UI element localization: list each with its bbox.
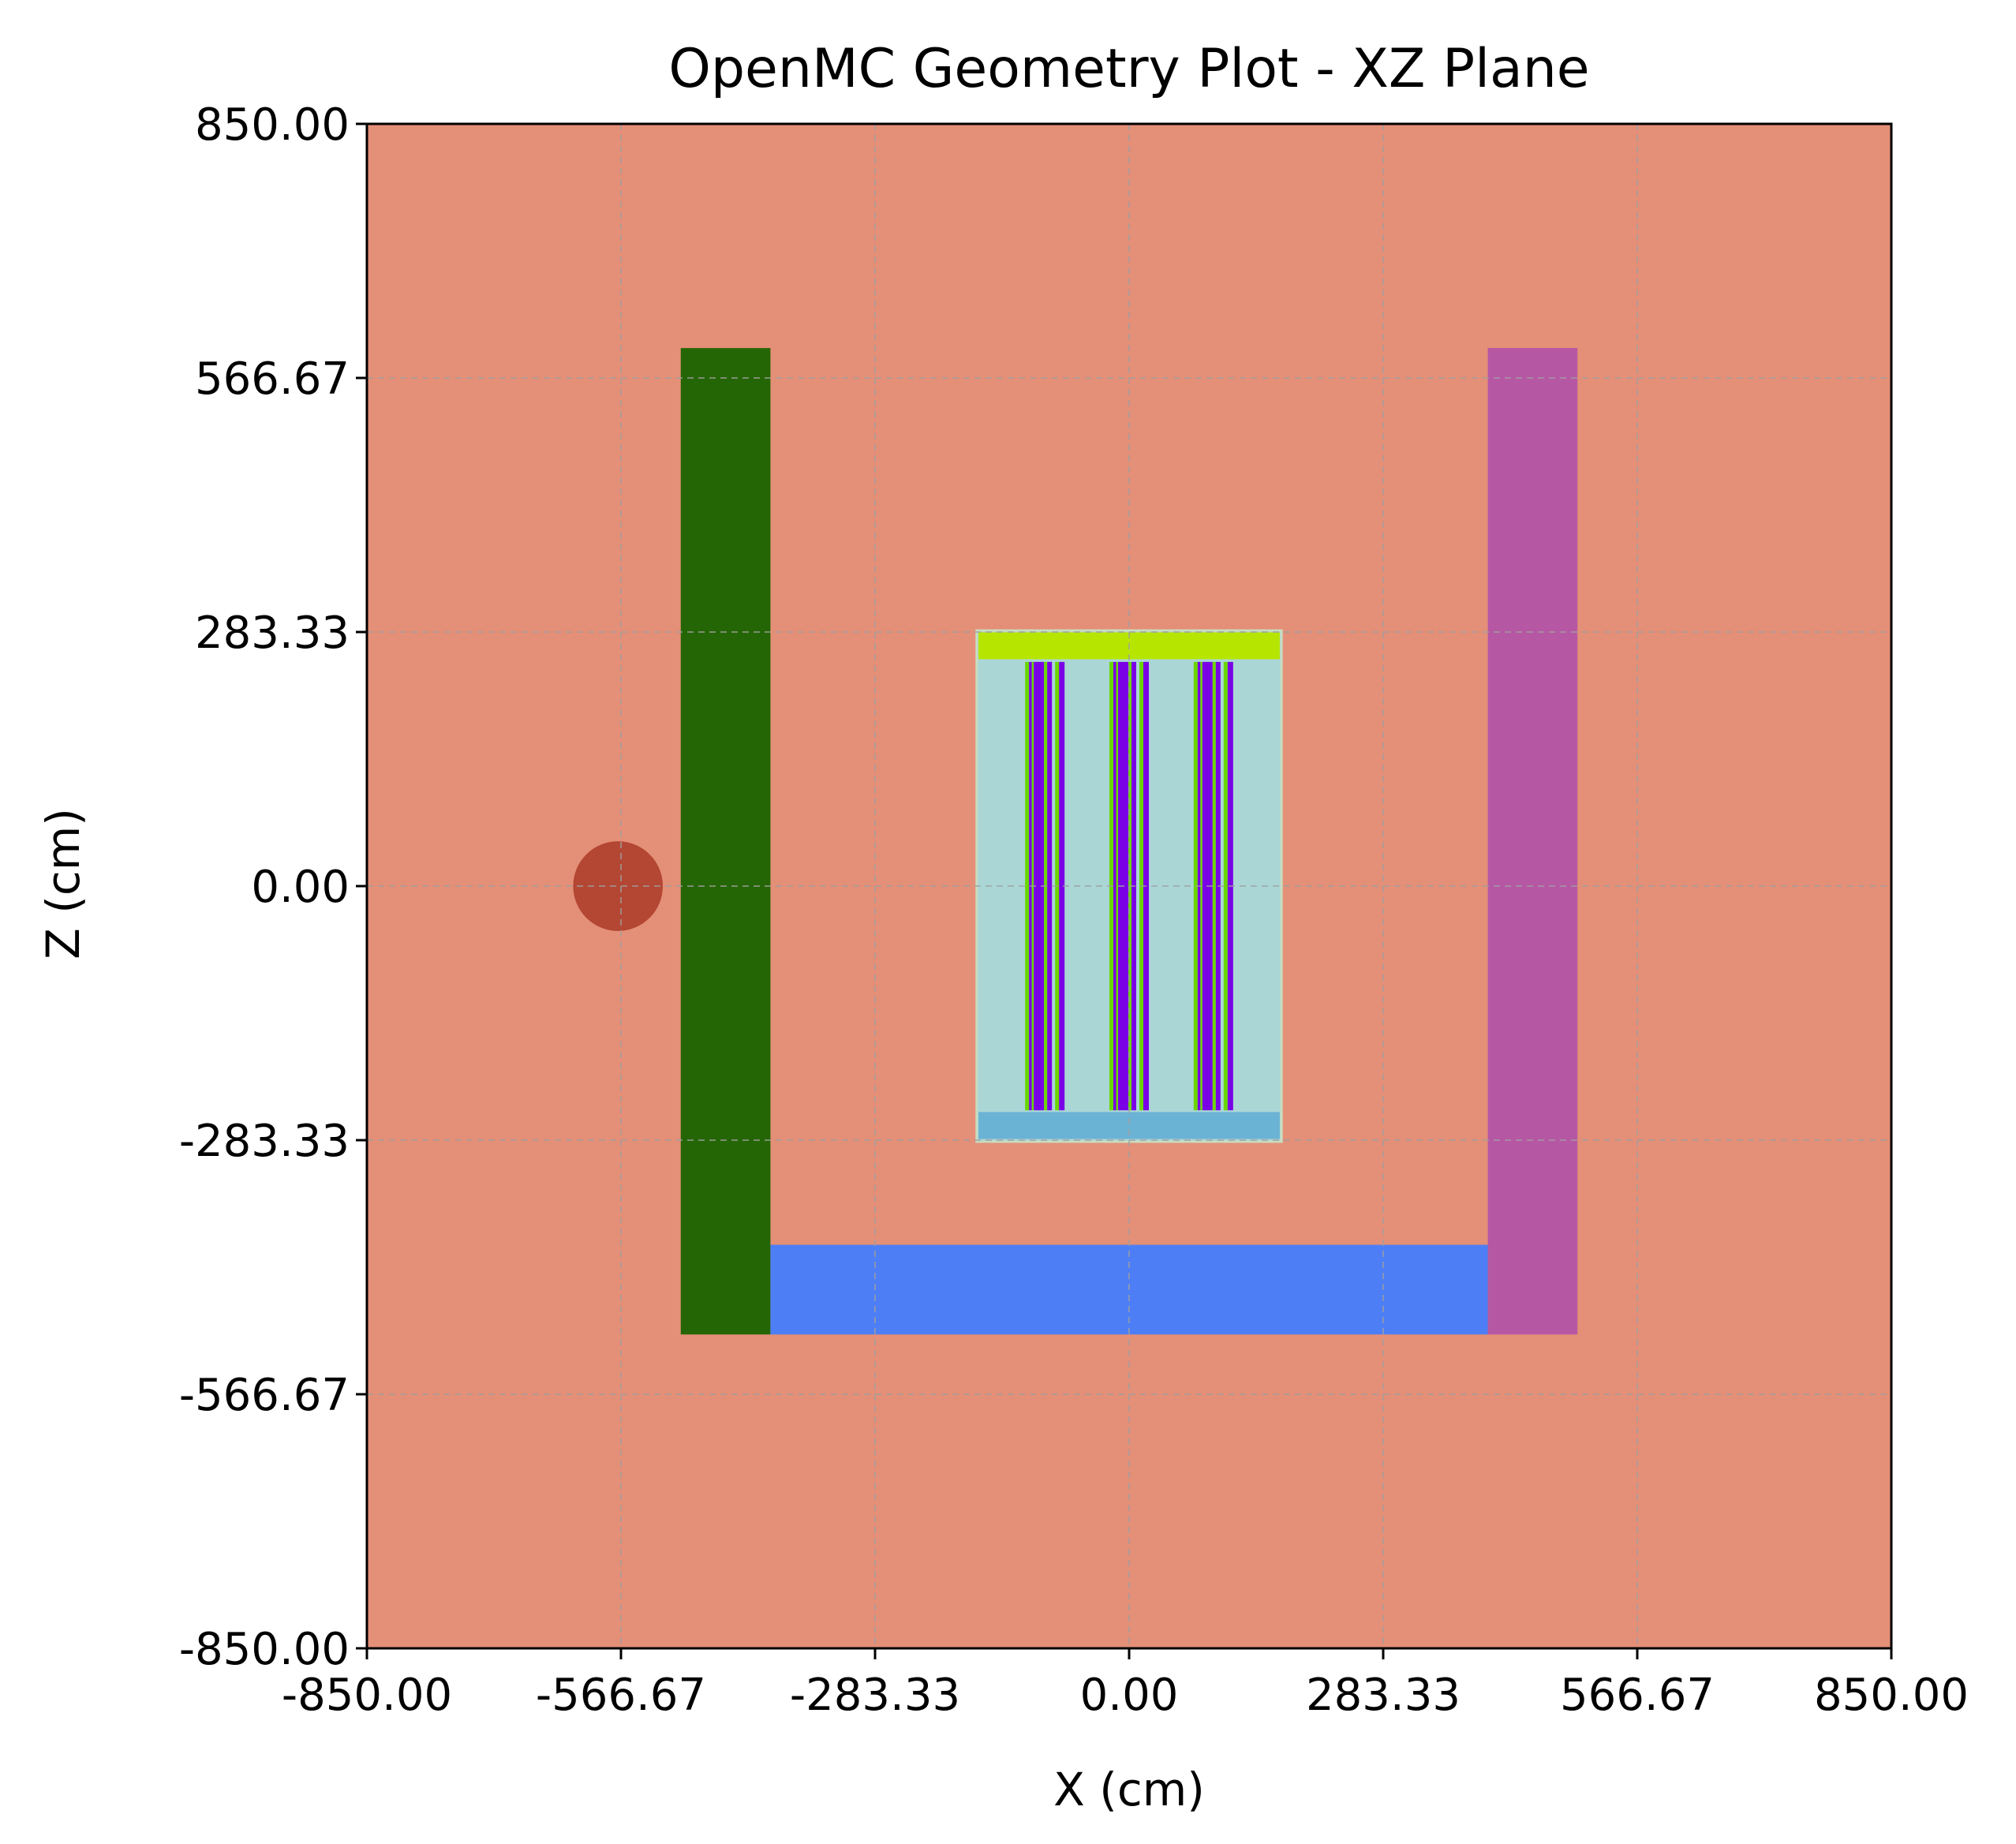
y-tick-label: -566.67 [179, 1370, 350, 1421]
x-axis-ticks: -850.00 -566.67 -283.33 0.00 283.33 566.67 850… [282, 1648, 1969, 1721]
left-wall [680, 348, 771, 1335]
x-tick-label: -283.33 [790, 1670, 960, 1721]
y-tick-label: -850.00 [179, 1624, 350, 1675]
x-tick-label: 283.33 [1306, 1670, 1461, 1721]
y-tick-label: 0.00 [251, 862, 350, 913]
cladding-stripe [1116, 661, 1118, 1111]
cladding-stripe [1223, 661, 1228, 1111]
plot-area [365, 122, 1893, 1650]
chart-title: OpenMC Geometry Plot - XZ Plane [668, 38, 1589, 100]
x-axis-label: X (cm) [1053, 1763, 1205, 1816]
right-wall [1487, 348, 1578, 1335]
x-tick-label: 850.00 [1814, 1670, 1969, 1721]
y-tick-label: -283.33 [179, 1116, 350, 1167]
fuel-stripe [1059, 661, 1065, 1111]
grid-lines [367, 124, 1891, 1648]
x-tick-label: -566.67 [536, 1670, 706, 1721]
fuel-stripe [1047, 661, 1053, 1111]
y-tick-label: 850.00 [195, 99, 350, 151]
source-sphere [573, 841, 664, 931]
cladding-stripe [1025, 661, 1030, 1111]
y-tick-label: 566.67 [195, 353, 350, 405]
y-axis-ticks: -850.00 -566.67 -283.33 0.00 283.33 566.67 850… [179, 99, 367, 1675]
x-tick-label: -850.00 [282, 1670, 452, 1721]
fuel-stripe [1113, 661, 1116, 1111]
fuel-stripe [1034, 661, 1045, 1111]
x-tick-label: 0.00 [1080, 1670, 1179, 1721]
cladding-stripe [1212, 661, 1216, 1111]
y-tick-label: 283.33 [195, 608, 350, 659]
y-axis-label: Z (cm) [36, 808, 90, 959]
x-tick-label: 566.67 [1560, 1670, 1715, 1721]
